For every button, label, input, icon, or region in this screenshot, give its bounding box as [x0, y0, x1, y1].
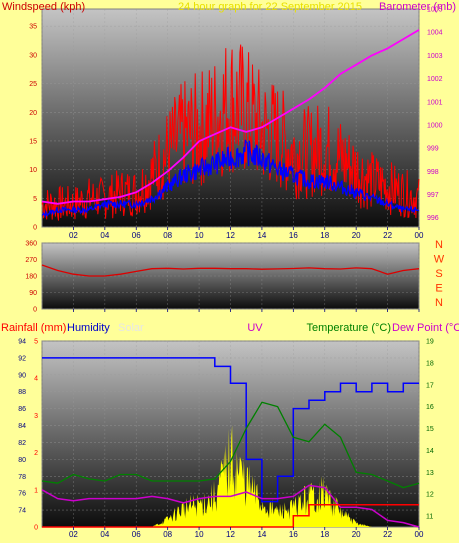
rain-y-tick-label: 1	[34, 487, 38, 494]
temp-y-tick-label: 17	[426, 382, 434, 389]
x-tick-label: 00	[415, 231, 424, 240]
humidity-y-tick-label: 88	[18, 389, 26, 396]
x-tick-label: 02	[69, 530, 78, 539]
wind-y-tick-label: 30	[29, 52, 37, 59]
temperature-axis-label: Temperature (°C)	[307, 322, 391, 334]
compass-label: E	[435, 283, 442, 295]
humidity-y-tick-label: 92	[18, 355, 26, 362]
x-tick-label: 06	[132, 530, 141, 539]
compass-label: W	[434, 254, 445, 266]
humidity-y-tick-label: 84	[18, 423, 26, 430]
direction-y-tick-label: 360	[25, 241, 37, 248]
direction-y-tick-label: 0	[33, 307, 37, 314]
x-tick-label: 08	[163, 231, 172, 240]
temp-y-tick-label: 11	[426, 514, 433, 521]
x-tick-label: 08	[163, 530, 172, 539]
x-tick-label: 04	[100, 231, 109, 240]
wind-y-tick-label: 35	[29, 24, 37, 31]
baro-y-tick-label: 1001	[427, 99, 443, 106]
compass-label: N	[435, 239, 443, 251]
temp-y-tick-label: 18	[426, 360, 434, 367]
rain-y-tick-label: 5	[34, 339, 38, 346]
humidity-axis-label: Humidity	[67, 322, 110, 334]
rainfall-axis-label: Rainfall (mm)	[1, 322, 66, 334]
temp-y-tick-label: 15	[426, 426, 434, 433]
graph-title: 24 hour graph for 22 September 2015	[178, 1, 362, 13]
baro-y-tick-label: 1003	[427, 53, 443, 60]
baro-y-tick-label: 1004	[427, 30, 443, 37]
x-tick-label: 20	[352, 231, 361, 240]
rain-y-tick-label: 3	[34, 413, 38, 420]
humidity-y-tick-label: 80	[18, 457, 26, 464]
wind-y-tick-label: 20	[29, 110, 37, 117]
x-tick-label: 20	[352, 530, 361, 539]
x-tick-label: 04	[100, 530, 109, 539]
humidity-y-tick-label: 90	[18, 372, 26, 379]
temp-y-tick-label: 13	[426, 470, 434, 477]
rain-y-tick-label: 2	[34, 450, 38, 457]
rainfall-line	[42, 503, 419, 528]
direction-y-tick-label: 270	[25, 257, 37, 264]
x-tick-label: 14	[257, 231, 266, 240]
compass-label: S	[435, 268, 442, 280]
x-tick-label: 16	[289, 530, 298, 539]
solar-axis-label: Solar	[118, 322, 144, 334]
x-tick-label: 16	[289, 231, 298, 240]
wind-avg-line	[41, 139, 420, 219]
direction-line	[41, 264, 420, 277]
dewpoint-axis-label: Dew Point (°C)	[392, 322, 459, 334]
x-tick-label: 12	[226, 530, 235, 539]
baro-y-tick-label: 1005	[427, 7, 443, 14]
compass-label: N	[435, 297, 443, 309]
wind-y-tick-label: 0	[33, 225, 37, 232]
x-tick-label: 22	[383, 530, 392, 539]
humidity-y-tick-label: 74	[18, 508, 26, 515]
temp-y-tick-label: 19	[426, 339, 434, 346]
baro-y-tick-label: 996	[427, 215, 439, 222]
humidity-y-tick-label: 86	[18, 406, 26, 413]
x-tick-label: 10	[195, 231, 204, 240]
x-tick-label: 12	[226, 231, 235, 240]
x-tick-label: 18	[320, 530, 329, 539]
x-tick-label: 14	[257, 530, 266, 539]
wind-y-tick-label: 25	[29, 81, 37, 88]
wind-y-tick-label: 5	[33, 196, 37, 203]
x-tick-label: 06	[132, 231, 141, 240]
baro-y-tick-label: 1000	[427, 122, 443, 129]
barometer-axis-label: Barometer (mb)	[379, 1, 456, 13]
barometer-line	[41, 29, 420, 205]
baro-y-tick-label: 999	[427, 146, 439, 153]
humidity-y-tick-label: 76	[18, 491, 26, 498]
rain-y-tick-label: 4	[34, 376, 38, 383]
rain-y-tick-label: 0	[34, 525, 38, 532]
baro-y-tick-label: 1002	[427, 76, 443, 83]
direction-y-tick-label: 90	[29, 290, 37, 297]
baro-y-tick-label: 997	[427, 192, 439, 199]
solar-area	[42, 425, 419, 527]
humidity-y-tick-label: 78	[18, 474, 26, 481]
wind-y-tick-label: 10	[29, 167, 37, 174]
baro-y-tick-label: 998	[427, 169, 439, 176]
humidity-line	[42, 357, 419, 503]
x-tick-label: 22	[383, 231, 392, 240]
temp-y-tick-label: 16	[426, 404, 434, 411]
temperature-line	[41, 401, 420, 489]
wind-axis-label: Windspeed (kph)	[2, 1, 85, 13]
x-tick-label: 18	[320, 231, 329, 240]
temp-y-tick-label: 12	[426, 492, 434, 499]
x-tick-label: 00	[415, 530, 424, 539]
humidity-y-tick-label: 82	[18, 440, 26, 447]
direction-y-tick-label: 180	[25, 274, 37, 281]
x-tick-label: 02	[69, 231, 78, 240]
temp-y-tick-label: 14	[426, 448, 434, 455]
wind-y-tick-label: 15	[29, 138, 37, 145]
humidity-y-tick-label: 94	[18, 339, 26, 346]
dewpoint-line	[41, 484, 420, 528]
x-tick-label: 10	[195, 530, 204, 539]
uv-axis-label: UV	[247, 322, 263, 334]
